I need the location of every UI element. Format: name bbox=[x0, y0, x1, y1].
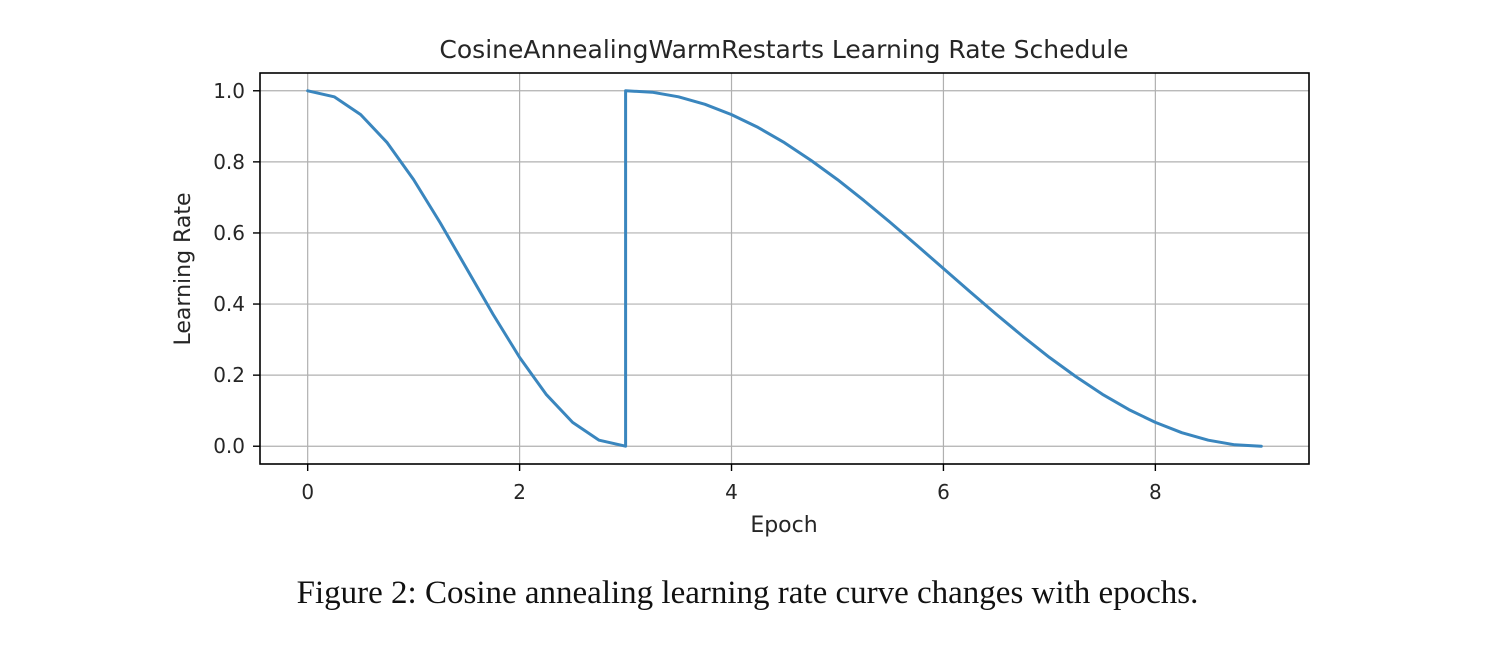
y-tick-label: 0.8 bbox=[213, 150, 245, 174]
y-axis-label: Learning Rate bbox=[171, 193, 196, 346]
x-tick-label: 2 bbox=[513, 480, 526, 504]
y-tick-label: 0.2 bbox=[213, 363, 245, 387]
y-tick-label: 0.6 bbox=[213, 221, 245, 245]
y-tick-label: 0.0 bbox=[213, 434, 245, 458]
y-tick-label: 1.0 bbox=[213, 79, 245, 103]
x-tick-label: 8 bbox=[1149, 480, 1162, 504]
plot-area-frame bbox=[259, 72, 1310, 465]
y-tick-label: 0.4 bbox=[213, 292, 245, 316]
x-tick-label: 4 bbox=[725, 480, 738, 504]
x-axis-label: Epoch bbox=[750, 513, 817, 538]
figure-caption: Figure 2: Cosine annealing learning rate… bbox=[296, 575, 1199, 611]
axis-ticks: 0 2 4 6 8 0.0 0.2 0.4 0.6 0.8 1.0 bbox=[213, 79, 1162, 504]
x-tick-label: 6 bbox=[937, 480, 950, 504]
chart-title: CosineAnnealingWarmRestarts Learning Rat… bbox=[439, 35, 1128, 64]
learning-rate-line bbox=[306, 89, 1263, 448]
grid-lines bbox=[260, 73, 1309, 464]
x-tick-label: 0 bbox=[301, 480, 314, 504]
